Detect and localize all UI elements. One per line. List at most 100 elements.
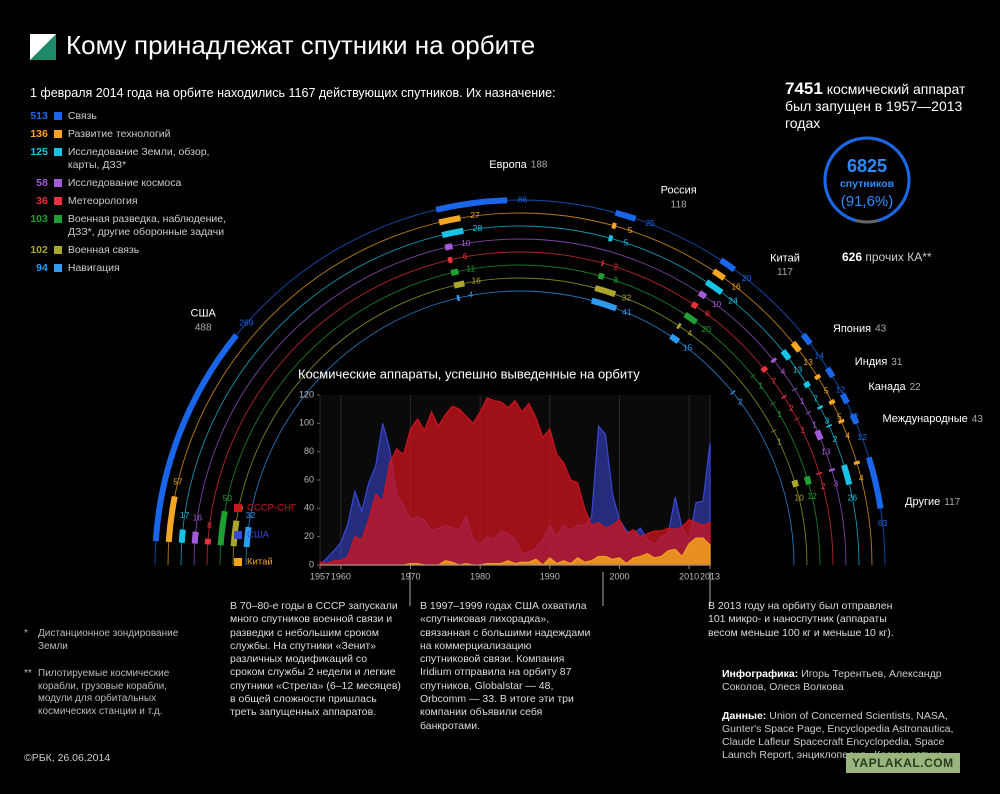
- legend-swatch: [53, 246, 62, 254]
- segment-label: 10: [461, 238, 471, 248]
- segment-label: 7: [813, 393, 818, 403]
- country-label: США: [191, 308, 217, 320]
- segment: [597, 272, 605, 280]
- legend-item: 58 Исследование космоса: [22, 177, 232, 190]
- legend-label: США: [247, 530, 270, 541]
- segment: [730, 390, 736, 395]
- y-tick-label: 40: [304, 503, 314, 513]
- segment-label: 4: [859, 473, 864, 483]
- ring-guide: [245, 290, 795, 566]
- segment-label: 50: [223, 493, 233, 503]
- satellites-text: спутников: [840, 178, 895, 190]
- other-stat: 626 прочих КА**: [842, 250, 932, 264]
- segment-label: 5: [628, 225, 633, 235]
- segment: [690, 301, 699, 310]
- segment-label: 15: [683, 343, 693, 353]
- segment-label: 8: [207, 520, 212, 530]
- legend-count: 102: [30, 244, 48, 256]
- legend-label: Навигация: [67, 262, 120, 274]
- country-label: Другие: [905, 496, 940, 508]
- annotation: В 1997–1999 годах США охватила «спутнико…: [420, 600, 591, 732]
- legend-swatch: [53, 112, 62, 120]
- country-label: Китай: [770, 252, 800, 264]
- footnote: ** Пилотируемые космические корабли, гру…: [24, 668, 194, 718]
- segment: [770, 357, 778, 364]
- sources-label: Данные:: [722, 710, 767, 722]
- segment: [824, 366, 836, 379]
- legend-label: Метеорология: [67, 195, 138, 207]
- country-label: Международные: [883, 413, 968, 425]
- segment-label: 32: [246, 510, 256, 520]
- segment-label: 86: [518, 194, 528, 204]
- segment-label: 1: [812, 420, 817, 430]
- y-tick-label: 80: [304, 446, 314, 456]
- title: Кому принадлежат спутники на орбите: [66, 30, 536, 60]
- segment: [444, 243, 454, 251]
- chart-title: Космические аппараты, успешно выведенные…: [298, 366, 640, 381]
- segment: [865, 456, 884, 510]
- country-label: Европа: [489, 159, 527, 171]
- segment-label: 5: [837, 411, 842, 421]
- segment-label: 3: [833, 478, 838, 488]
- segment-label: 10: [712, 299, 722, 309]
- segment: [611, 222, 617, 230]
- legend-count: 125: [30, 146, 48, 158]
- segment: [697, 290, 708, 300]
- segment: [669, 333, 681, 344]
- country-total: 188: [531, 160, 548, 171]
- launched-number: 7451: [785, 79, 823, 98]
- segment-label: 16: [471, 276, 481, 286]
- legend-swatch: [234, 531, 242, 539]
- country-total: 118: [671, 199, 687, 210]
- segment-label: 17: [180, 510, 190, 520]
- segment: [813, 373, 822, 381]
- segment: [711, 268, 726, 281]
- other-number: 626: [842, 250, 863, 264]
- segment: [791, 479, 799, 488]
- segment: [839, 392, 850, 405]
- segment: [816, 404, 824, 410]
- segment-label: 24: [728, 295, 738, 305]
- y-tick-label: 100: [299, 418, 314, 428]
- legend-count: 36: [36, 195, 48, 207]
- segment: [849, 413, 860, 425]
- country-total: 117: [944, 497, 960, 508]
- segment: [683, 311, 699, 325]
- segment-label: 1: [777, 436, 782, 446]
- country-total: 31: [891, 357, 903, 368]
- segment: [191, 531, 199, 544]
- x-tick-label: 2013: [700, 571, 720, 581]
- legend-label: Военная связь: [67, 244, 140, 256]
- segment: [719, 257, 737, 273]
- segment-label: 57: [173, 476, 183, 486]
- segment: [828, 468, 836, 472]
- country-label: Канада: [868, 381, 906, 393]
- segment-label: 2: [789, 403, 794, 413]
- segment: [450, 268, 460, 276]
- segment: [790, 340, 802, 353]
- segment: [704, 279, 724, 295]
- segment: [803, 380, 811, 389]
- annotation: В 2013 году на орбиту был отправлен 101 …: [708, 600, 894, 639]
- segment-label: 4: [468, 290, 473, 300]
- segment-label: 5: [824, 386, 829, 396]
- segment-label: 8: [613, 275, 618, 285]
- legend-item: 513 Связь: [22, 110, 232, 123]
- legend-label: Китай: [247, 557, 273, 568]
- segment: [676, 322, 682, 330]
- other-text: прочих КА**: [865, 250, 932, 264]
- footnote-text: Дистанционное зондирование Земли: [38, 628, 179, 652]
- segment: [800, 332, 813, 346]
- segment: [447, 256, 453, 264]
- segment-label: 16: [731, 281, 741, 291]
- segment-label: 8: [705, 309, 710, 319]
- legend-swatch: [234, 558, 242, 566]
- footnote-text: Пилотируемые космические корабли, грузов…: [38, 668, 170, 717]
- segment-label: 3: [825, 415, 830, 425]
- subtitle: 1 февраля 2014 года на орбите находились…: [30, 86, 556, 100]
- segment: [780, 349, 792, 361]
- segment: [853, 460, 861, 466]
- segment: [814, 429, 824, 441]
- x-tick-label: 1990: [540, 571, 560, 581]
- segment-label: 26: [848, 493, 858, 503]
